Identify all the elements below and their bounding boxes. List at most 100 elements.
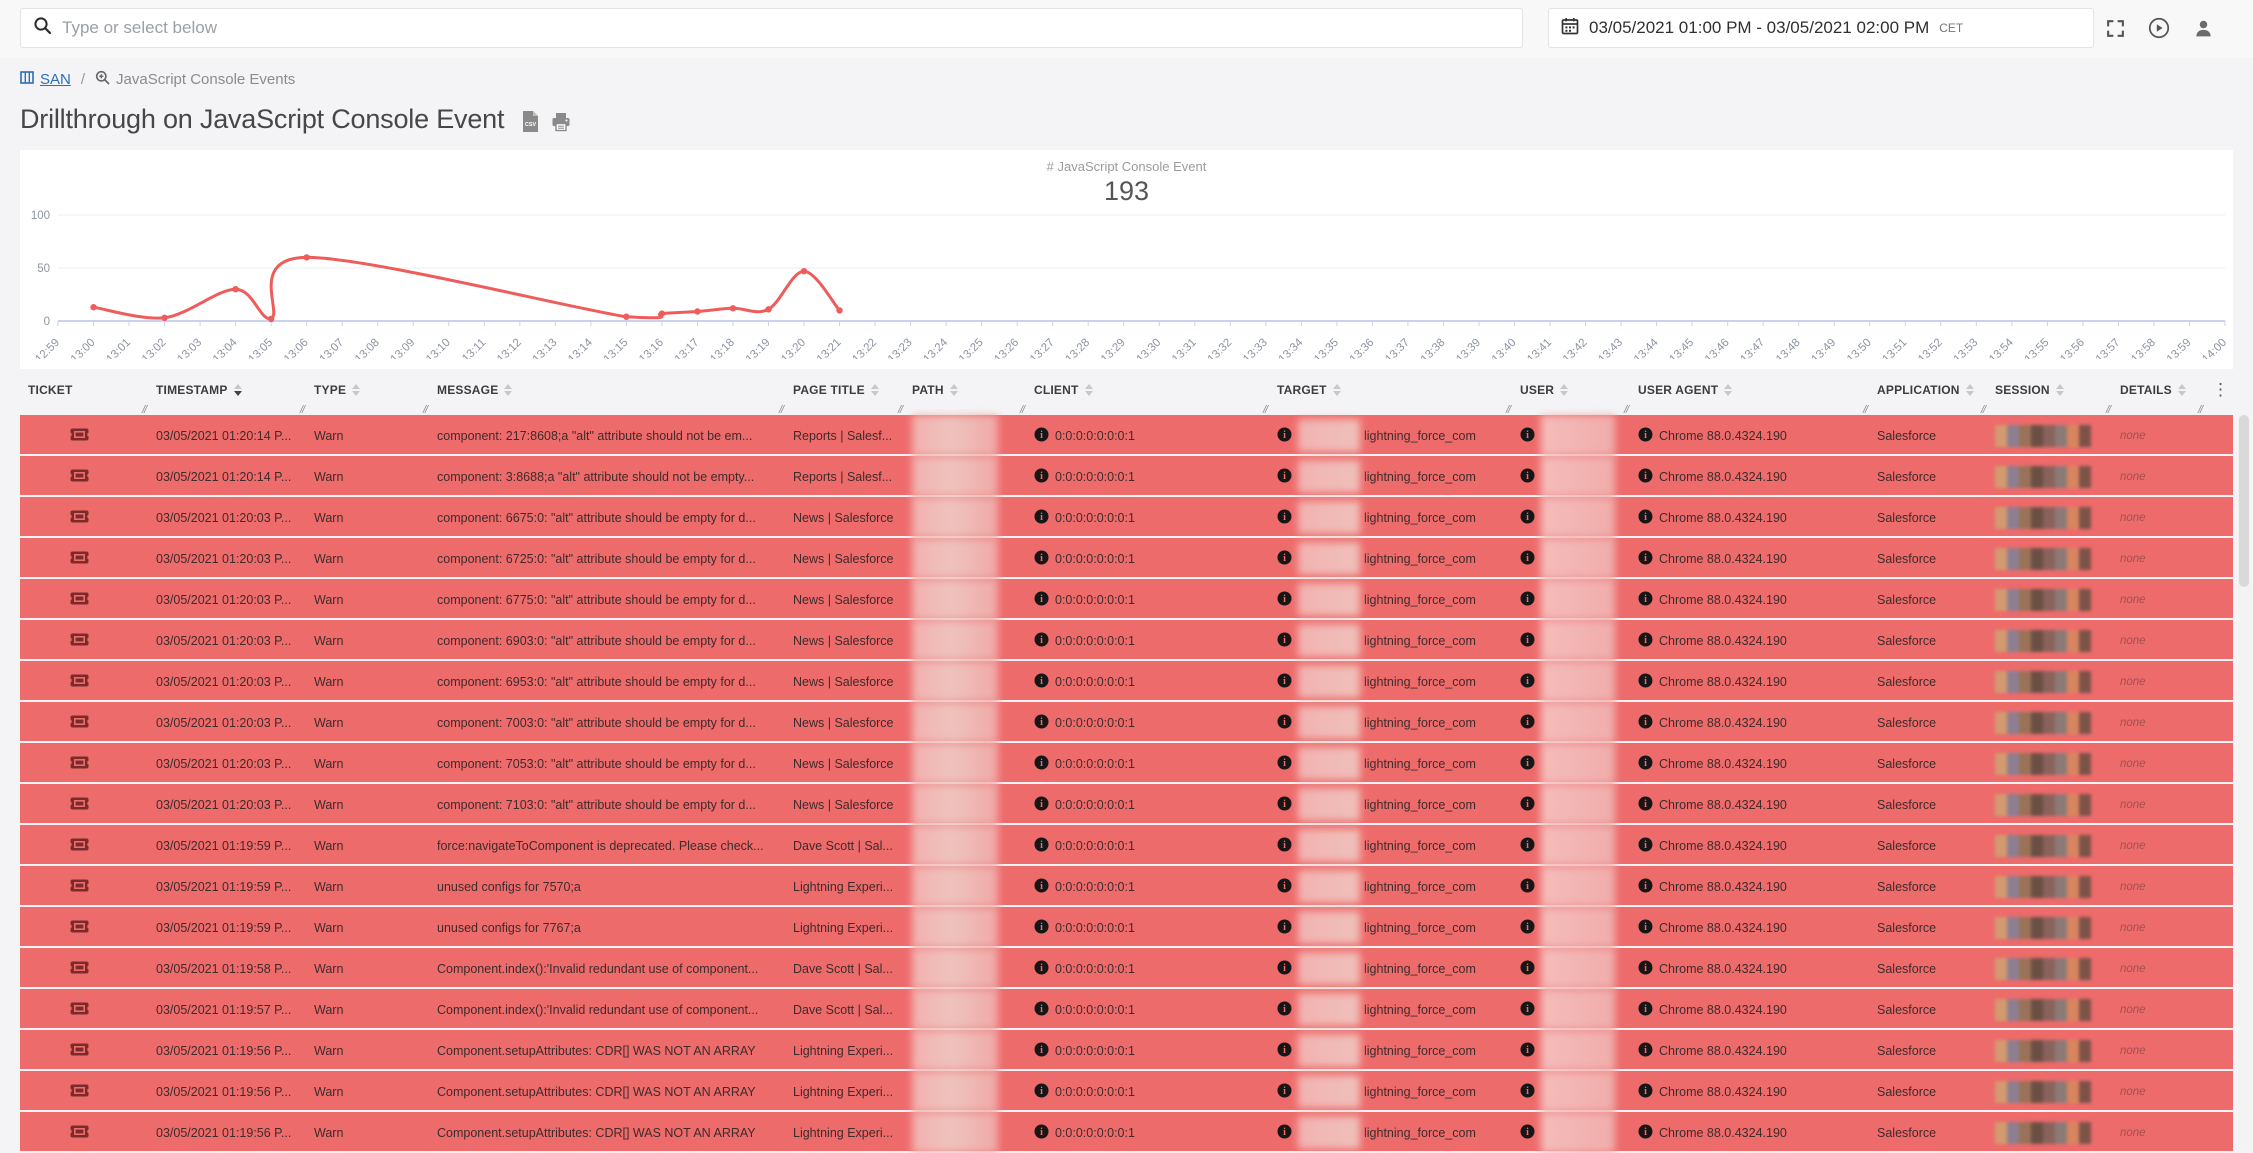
ticket-icon[interactable]	[70, 550, 89, 568]
column-resize-grip[interactable]: //	[1506, 404, 1510, 416]
info-icon[interactable]: i	[1034, 755, 1049, 773]
info-icon[interactable]: i	[1520, 1001, 1535, 1019]
info-icon[interactable]: i	[1638, 960, 1653, 978]
sort-icon[interactable]	[352, 384, 360, 396]
column-resize-grip[interactable]: //	[2106, 404, 2110, 416]
info-icon[interactable]: i	[1277, 714, 1292, 732]
user-profile-button[interactable]	[2190, 15, 2216, 41]
info-icon[interactable]: i	[1277, 1124, 1292, 1142]
info-icon[interactable]: i	[1638, 1001, 1653, 1019]
sort-icon[interactable]	[1560, 384, 1568, 396]
column-resize-grip[interactable]: //	[1624, 404, 1628, 416]
cell-ticket[interactable]	[20, 632, 148, 650]
column-header-user[interactable]: //USER	[1512, 378, 1630, 415]
info-icon[interactable]: i	[1277, 509, 1292, 527]
info-icon[interactable]: i	[1520, 591, 1535, 609]
cell-ticket[interactable]	[20, 673, 148, 691]
sort-icon[interactable]	[1085, 384, 1093, 396]
info-icon[interactable]: i	[1638, 632, 1653, 650]
column-resize-grip[interactable]: //	[1263, 404, 1267, 416]
sort-icon[interactable]	[504, 384, 512, 396]
info-icon[interactable]: i	[1277, 1083, 1292, 1101]
cell-ticket[interactable]	[20, 960, 148, 978]
column-header-target[interactable]: //TARGET	[1269, 378, 1512, 415]
column-header-message[interactable]: //MESSAGE	[429, 378, 785, 415]
info-icon[interactable]: i	[1520, 919, 1535, 937]
sort-icon[interactable]	[2178, 384, 2186, 396]
ticket-icon[interactable]	[70, 468, 89, 486]
sort-icon[interactable]	[950, 384, 958, 396]
column-resize-grip[interactable]: //	[1981, 404, 1985, 416]
vertical-scrollbar[interactable]	[2238, 412, 2250, 1151]
info-icon[interactable]: i	[1034, 960, 1049, 978]
ticket-icon[interactable]	[70, 960, 89, 978]
cell-ticket[interactable]	[20, 919, 148, 937]
info-icon[interactable]: i	[1638, 509, 1653, 527]
info-icon[interactable]: i	[1520, 1124, 1535, 1142]
info-icon[interactable]: i	[1277, 960, 1292, 978]
play-button[interactable]	[2146, 15, 2172, 41]
info-icon[interactable]: i	[1277, 878, 1292, 896]
column-header-path[interactable]: //PATH	[904, 378, 1026, 415]
info-icon[interactable]: i	[1638, 427, 1653, 445]
info-icon[interactable]: i	[1034, 1042, 1049, 1060]
info-icon[interactable]: i	[1277, 427, 1292, 445]
column-resize-grip[interactable]: //	[423, 404, 427, 416]
info-icon[interactable]: i	[1277, 919, 1292, 937]
ticket-icon[interactable]	[70, 673, 89, 691]
date-range-picker[interactable]: 03/05/2021 01:00 PM - 03/05/2021 02:00 P…	[1548, 8, 2094, 48]
cell-ticket[interactable]	[20, 591, 148, 609]
cell-ticket[interactable]	[20, 509, 148, 527]
search-input[interactable]	[62, 18, 1510, 38]
column-resize-grip[interactable]: //	[1863, 404, 1867, 416]
info-icon[interactable]: i	[1638, 468, 1653, 486]
column-resize-grip[interactable]: //	[898, 404, 902, 416]
column-header-session[interactable]: //SESSION	[1987, 378, 2112, 415]
print-button[interactable]	[550, 111, 572, 133]
column-header-details[interactable]: //DETAILS	[2112, 378, 2204, 415]
info-icon[interactable]: i	[1034, 509, 1049, 527]
sort-icon[interactable]	[871, 384, 879, 396]
info-icon[interactable]: i	[1277, 1042, 1292, 1060]
column-header-type[interactable]: //TYPE	[306, 378, 429, 415]
info-icon[interactable]: i	[1638, 796, 1653, 814]
ticket-icon[interactable]	[70, 1083, 89, 1101]
column-header-user_agent[interactable]: //USER AGENT	[1630, 378, 1869, 415]
info-icon[interactable]: i	[1638, 878, 1653, 896]
info-icon[interactable]: i	[1520, 550, 1535, 568]
column-resize-grip[interactable]: //	[1020, 404, 1024, 416]
info-icon[interactable]: i	[1638, 550, 1653, 568]
info-icon[interactable]: i	[1520, 1083, 1535, 1101]
cell-ticket[interactable]	[20, 1001, 148, 1019]
cell-ticket[interactable]	[20, 550, 148, 568]
column-header-page_title[interactable]: //PAGE TITLE	[785, 378, 904, 415]
info-icon[interactable]: i	[1277, 550, 1292, 568]
ticket-icon[interactable]	[70, 591, 89, 609]
cell-ticket[interactable]	[20, 1083, 148, 1101]
info-icon[interactable]: i	[1520, 673, 1535, 691]
info-icon[interactable]: i	[1034, 878, 1049, 896]
info-icon[interactable]: i	[1034, 427, 1049, 445]
info-icon[interactable]: i	[1034, 796, 1049, 814]
ticket-icon[interactable]	[70, 714, 89, 732]
ticket-icon[interactable]	[70, 755, 89, 773]
column-resize-grip[interactable]: //	[2198, 404, 2239, 416]
info-icon[interactable]: i	[1034, 1083, 1049, 1101]
info-icon[interactable]: i	[1277, 1001, 1292, 1019]
info-icon[interactable]: i	[1034, 632, 1049, 650]
cell-ticket[interactable]	[20, 1124, 148, 1142]
column-header-client[interactable]: //CLIENT	[1026, 378, 1269, 415]
info-icon[interactable]: i	[1520, 960, 1535, 978]
column-resize-grip[interactable]: //	[142, 404, 146, 416]
info-icon[interactable]: i	[1638, 837, 1653, 855]
